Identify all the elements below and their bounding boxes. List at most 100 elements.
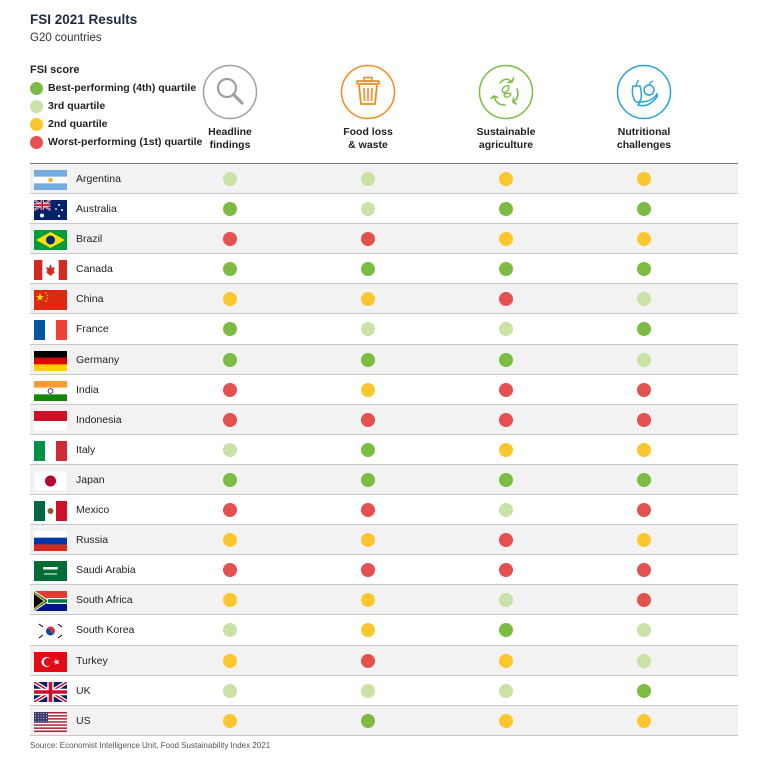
score-dot-worst bbox=[223, 503, 237, 518]
table-row: Mexico bbox=[30, 495, 738, 526]
legend-label: 2nd quartile bbox=[48, 118, 108, 130]
score-dot-second bbox=[361, 623, 375, 638]
score-dot-best bbox=[499, 262, 513, 277]
magnifier-icon bbox=[202, 64, 258, 120]
score-dot-second bbox=[499, 653, 513, 668]
score-dot-worst bbox=[223, 232, 237, 247]
score-dot-worst bbox=[361, 503, 375, 518]
results-table: Argentina Australia Brazil Canada China Fr… bbox=[30, 163, 738, 736]
table-row: Turkey bbox=[30, 645, 738, 676]
score-dot-worst bbox=[223, 412, 237, 427]
score-dot-best bbox=[637, 472, 651, 487]
column-header-food-loss: Food loss & waste bbox=[308, 64, 428, 152]
score-dot-second bbox=[637, 172, 651, 186]
score-dot-best bbox=[361, 352, 375, 367]
score-dot-third bbox=[223, 442, 237, 457]
score-dot-third bbox=[223, 683, 237, 698]
score-dot-worst bbox=[223, 563, 237, 578]
score-dot-best bbox=[223, 322, 237, 337]
score-dot-third bbox=[361, 322, 375, 337]
legend-dot-best bbox=[30, 81, 43, 95]
score-dot-second bbox=[361, 382, 375, 397]
score-dot-best bbox=[637, 262, 651, 277]
score-dot-worst bbox=[637, 593, 651, 608]
legend-item-third: 3rd quartile bbox=[30, 97, 202, 115]
country-name: Italy bbox=[76, 443, 96, 456]
score-dot-second bbox=[637, 713, 651, 728]
column-label: Sustainable agriculture bbox=[476, 126, 536, 151]
legend-label: Best-performing (4th) quartile bbox=[48, 82, 197, 94]
score-dot-second bbox=[223, 533, 237, 548]
country-name: UK bbox=[76, 684, 91, 697]
legend-dot-second bbox=[30, 117, 43, 131]
brazil-flag bbox=[34, 230, 67, 251]
score-dot-best bbox=[361, 472, 375, 487]
score-dot-third bbox=[361, 202, 375, 217]
score-dot-best bbox=[223, 262, 237, 277]
table-row: Argentina bbox=[30, 164, 738, 195]
table-row: UK bbox=[30, 676, 738, 706]
table-row: India bbox=[30, 375, 738, 405]
country-name: US bbox=[76, 714, 91, 727]
table-row: Australia bbox=[30, 194, 738, 225]
score-dot-best bbox=[223, 352, 237, 367]
australia-flag bbox=[34, 200, 67, 221]
legend-label: 3rd quartile bbox=[48, 100, 106, 112]
country-name: India bbox=[76, 383, 99, 396]
china-flag bbox=[34, 290, 67, 311]
south-korea-flag bbox=[34, 621, 67, 642]
score-dot-worst bbox=[499, 563, 513, 578]
chart-subtitle: G20 countries bbox=[30, 32, 102, 44]
score-dot-second bbox=[499, 442, 513, 457]
score-dot-best bbox=[637, 683, 651, 698]
country-name: Indonesia bbox=[76, 413, 122, 426]
russia-flag bbox=[34, 531, 67, 552]
score-dot-worst bbox=[361, 232, 375, 247]
table-row: Brazil bbox=[30, 224, 738, 255]
country-name: France bbox=[76, 323, 109, 336]
score-dot-worst bbox=[361, 653, 375, 668]
column-label: Headline findings bbox=[208, 126, 252, 151]
score-dot-second bbox=[499, 713, 513, 728]
score-dot-third bbox=[499, 503, 513, 518]
source-note: Source: Economist Intelligence Unit, Foo… bbox=[30, 741, 271, 750]
legend-dot-third bbox=[30, 99, 43, 113]
trash-bin-icon bbox=[340, 64, 396, 120]
score-dot-second bbox=[499, 172, 513, 186]
table-row: Japan bbox=[30, 464, 738, 496]
saudi-arabia-flag bbox=[34, 561, 67, 582]
score-dot-best bbox=[499, 472, 513, 487]
score-dot-second bbox=[223, 653, 237, 668]
legend-item-second: 2nd quartile bbox=[30, 115, 202, 133]
recycle-leaves-icon bbox=[478, 64, 534, 120]
score-dot-third bbox=[637, 653, 651, 668]
chart-title: FSI 2021 Results bbox=[30, 12, 138, 27]
country-name: Japan bbox=[76, 473, 105, 486]
country-name: Mexico bbox=[76, 504, 110, 517]
turkey-flag bbox=[34, 651, 67, 672]
score-dot-worst bbox=[637, 382, 651, 397]
france-flag bbox=[34, 320, 67, 341]
table-row: France bbox=[30, 314, 738, 345]
country-name: China bbox=[76, 293, 104, 306]
score-dot-best bbox=[223, 472, 237, 487]
score-dot-second bbox=[637, 533, 651, 548]
mexico-flag bbox=[34, 501, 67, 522]
score-dot-worst bbox=[361, 563, 375, 578]
score-dot-worst bbox=[499, 292, 513, 307]
legend-item-best: Best-performing (4th) quartile bbox=[30, 79, 202, 97]
score-dot-worst bbox=[223, 382, 237, 397]
score-dot-second bbox=[223, 593, 237, 608]
score-dot-second bbox=[361, 292, 375, 307]
score-dot-second bbox=[223, 292, 237, 307]
country-name: Argentina bbox=[76, 173, 121, 185]
table-row: Canada bbox=[30, 254, 738, 285]
argentina-flag bbox=[34, 170, 67, 190]
score-dot-third bbox=[223, 623, 237, 638]
score-dot-second bbox=[637, 232, 651, 247]
column-label: Food loss & waste bbox=[343, 126, 393, 151]
legend-heading: FSI score bbox=[30, 64, 80, 76]
canada-flag bbox=[34, 260, 67, 281]
india-flag bbox=[34, 380, 67, 401]
score-dot-third bbox=[637, 292, 651, 307]
